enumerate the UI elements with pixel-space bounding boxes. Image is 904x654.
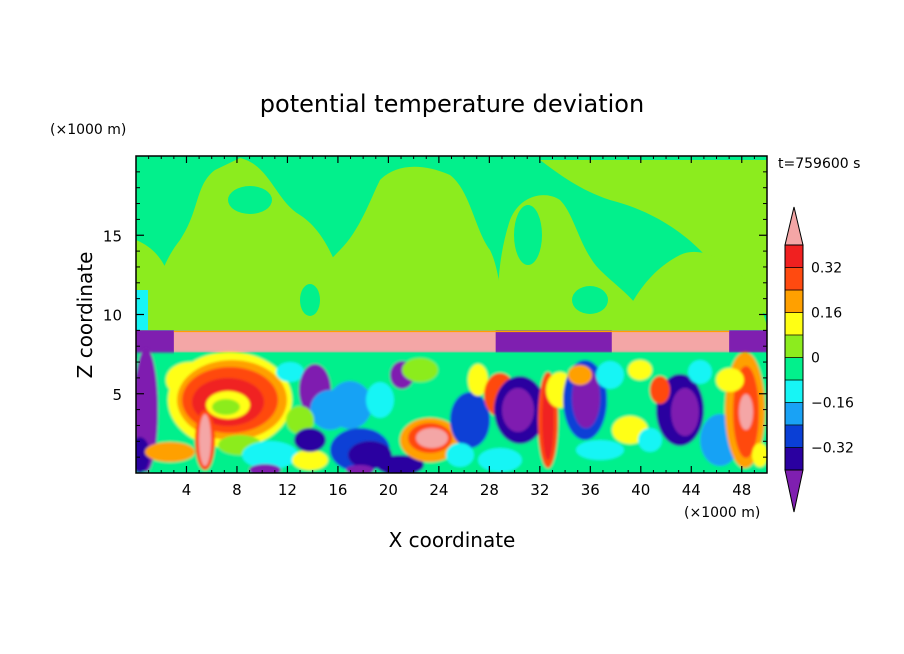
x-tick-label: 32 [530, 481, 549, 499]
x-tick-label: 44 [682, 481, 701, 499]
field-blob [576, 440, 624, 460]
field-blob [242, 441, 298, 469]
y-axis: 5 10 15 [103, 171, 767, 458]
x-tick-label: 36 [581, 481, 600, 499]
colorbar-bin [785, 312, 803, 336]
field-blob [638, 428, 662, 452]
x-tick-label: 20 [379, 481, 398, 499]
colorbar-bin [785, 267, 803, 291]
x-tick-label: 12 [278, 481, 297, 499]
y-tick-label: 10 [103, 307, 122, 325]
field-blob [596, 361, 624, 389]
x-axis-label: X coordinate [389, 528, 516, 552]
field-blob [199, 414, 211, 466]
field-blob [416, 428, 448, 448]
field-blob [346, 465, 374, 473]
colorbar-bin [785, 380, 803, 403]
field-blob [286, 406, 314, 434]
field-blob [276, 362, 304, 382]
inversion-band-segment [729, 330, 767, 353]
field-blob [688, 360, 712, 384]
x-tick-label: 48 [732, 481, 751, 499]
field-blob [294, 428, 326, 452]
colorbar-label: 0.32 [811, 261, 842, 277]
colorbar-bin [785, 447, 803, 471]
colorbar-under-arrow [784, 469, 804, 513]
y-tick-label: 5 [112, 386, 122, 404]
field-blob [366, 382, 394, 418]
field-patch [300, 284, 320, 316]
inversion-band-segment [495, 330, 612, 353]
field-blob [249, 464, 281, 473]
x-tick-label: 28 [480, 481, 499, 499]
colorbar-bin [785, 402, 803, 426]
field-patch [300, 166, 510, 330]
colorbar-bin [785, 425, 803, 448]
colorbar-label: −0.32 [811, 441, 854, 457]
colorbar-over-arrow [784, 206, 804, 246]
field-blob [328, 381, 372, 429]
y-tick-label: 15 [103, 227, 122, 245]
field-blob [136, 437, 150, 473]
x-tick-label: 8 [232, 481, 242, 499]
field-patch [514, 205, 542, 265]
colorbar: 0.32 0.16 0 −0.16 −0.32 [784, 206, 854, 513]
field-patch [572, 286, 608, 314]
y-unit-label: (×1000 m) [50, 122, 126, 138]
inversion-band [136, 330, 767, 353]
field-blob [145, 442, 195, 462]
field-blob [478, 448, 522, 472]
y-axis-label: Z coordinate [73, 252, 97, 379]
field-patch [228, 186, 272, 214]
field-blob [628, 360, 652, 380]
field-blob [568, 365, 592, 385]
x-axis: 4 8 12 16 20 24 28 32 36 40 44 48 [148, 156, 755, 499]
field-patch [670, 178, 730, 222]
x-tick-label: 4 [182, 481, 192, 499]
x-tick-label: 24 [429, 481, 448, 499]
field-blob [292, 450, 328, 470]
colorbar-bin [785, 335, 803, 358]
field-blob [671, 388, 699, 436]
x-unit-label: (×1000 m) [684, 505, 760, 521]
colorbar-label: −0.16 [811, 396, 854, 412]
field-patch [341, 165, 369, 205]
field-blob [502, 388, 534, 432]
field-blob [468, 364, 488, 396]
field-blob [739, 394, 753, 430]
colorbar-bin [785, 290, 803, 313]
chart-title: potential temperature deviation [260, 90, 644, 118]
heatmap-field [136, 156, 767, 473]
field-patch [620, 251, 767, 330]
field-blob [716, 368, 744, 392]
colorbar-bin [785, 245, 803, 268]
colorbar-label: 0.16 [811, 306, 842, 322]
x-tick-label: 16 [328, 481, 347, 499]
x-tick-label: 40 [631, 481, 650, 499]
boundary-layer [136, 348, 767, 473]
field-blob [450, 392, 490, 448]
field-blob [752, 443, 767, 467]
field-blob [402, 358, 438, 382]
field-blob [212, 399, 240, 415]
colorbar-label: 0 [811, 351, 820, 367]
colorbar-bin [785, 357, 803, 381]
field-patch [136, 290, 148, 330]
field-blob [650, 376, 670, 404]
time-label: t=759600 s [778, 156, 860, 172]
field-blob [446, 443, 474, 467]
